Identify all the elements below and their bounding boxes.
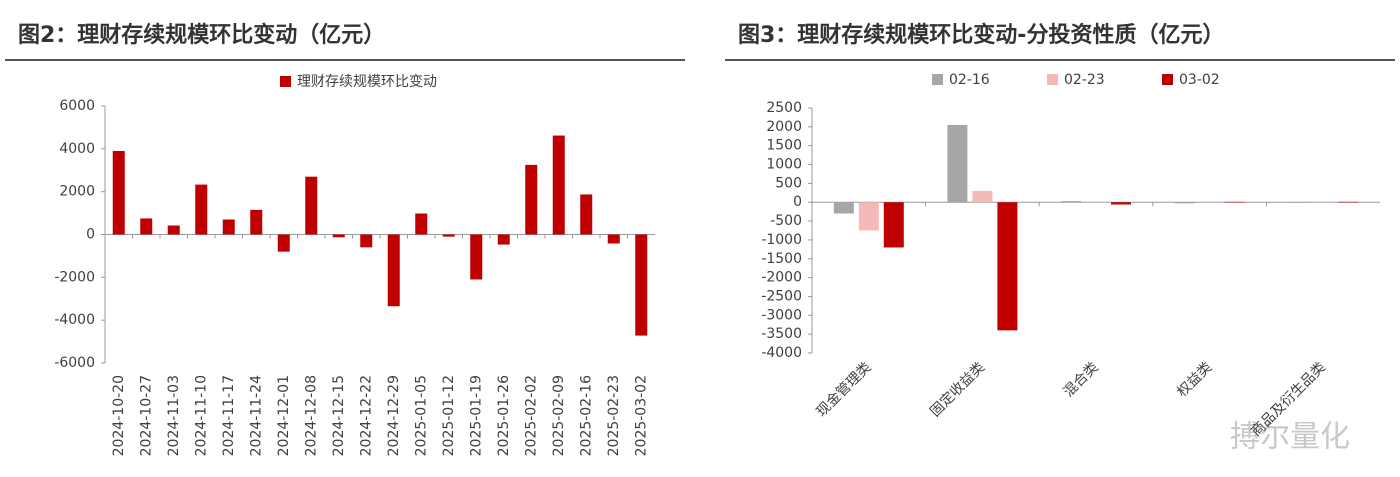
x-tick-label: 2024-10-20 (111, 375, 127, 456)
y-tick-label: -1000 (761, 232, 802, 248)
legend-swatch (932, 74, 943, 85)
y-tick-label: -3500 (761, 326, 802, 342)
x-tick-label: 权益类 (1174, 359, 1215, 400)
bar (387, 234, 400, 307)
legend-swatch (280, 76, 291, 87)
bar (635, 234, 648, 336)
x-tick-label: 2024-11-03 (166, 375, 182, 456)
x-tick-label: 现金管理类 (814, 359, 875, 420)
bar (858, 202, 879, 231)
bar (972, 190, 993, 203)
y-tick-label: -4000 (761, 345, 802, 361)
bar (1086, 201, 1106, 203)
y-tick-label: 1000 (766, 157, 802, 173)
bar (1224, 201, 1245, 203)
bar (222, 219, 235, 235)
bar (1111, 202, 1131, 205)
bar (167, 225, 180, 235)
x-tick-label: 2024-12-08 (303, 375, 319, 456)
y-tick-label: -2000 (761, 270, 802, 286)
y-tick-label: 2500 (766, 100, 802, 116)
x-tick-label: 2024-11-17 (221, 375, 237, 456)
bar (277, 234, 290, 252)
bar (552, 135, 565, 235)
y-tick-label: -4000 (54, 312, 95, 328)
bar (1174, 202, 1195, 204)
bar (1313, 201, 1334, 203)
x-tick-label: 2025-01-05 (413, 375, 429, 456)
chart-title: 图2：理财存续规模环比变动（亿元） (18, 22, 385, 48)
legend-swatch (1162, 74, 1173, 85)
x-tick-label: 固定收益类 (927, 359, 988, 420)
y-tick-label: -2000 (54, 269, 95, 285)
bar (470, 234, 483, 280)
y-tick-label: 6000 (59, 98, 95, 114)
bar (195, 184, 208, 235)
x-tick-label: 2024-12-01 (276, 375, 292, 456)
x-tick-label: 2025-01-19 (468, 375, 484, 456)
chart-title: 图3：理财存续规模环比变动-分投资性质（亿元） (738, 22, 1224, 48)
legend-label: 02-16 (949, 72, 990, 88)
y-tick-label: 500 (775, 175, 802, 191)
bar (947, 124, 968, 203)
x-tick-label: 2024-11-24 (248, 375, 264, 456)
x-tick-label: 混合类 (1061, 359, 1102, 400)
y-tick-label: -500 (770, 213, 802, 229)
legend-label: 理财存续规模环比变动 (297, 73, 437, 90)
y-tick-label: 0 (86, 227, 95, 243)
x-tick-label: 2025-02-16 (578, 375, 594, 456)
bar (442, 234, 455, 237)
bar (250, 209, 263, 235)
bar (525, 164, 538, 235)
bar (1288, 202, 1309, 203)
x-tick-label: 2024-12-15 (331, 375, 347, 456)
bar (415, 213, 428, 235)
x-tick-label: 2025-02-23 (606, 375, 622, 456)
bar (1061, 201, 1081, 203)
x-tick-label: 2024-12-22 (358, 375, 374, 456)
bar (360, 234, 373, 248)
bar (332, 234, 345, 238)
bar (112, 150, 125, 235)
x-tick-label: 2025-03-02 (633, 375, 649, 456)
bar (580, 194, 593, 235)
y-tick-label: 2000 (766, 119, 802, 135)
y-tick-label: -2500 (761, 288, 802, 304)
bar (497, 234, 510, 245)
y-tick-label: 1500 (766, 138, 802, 154)
x-tick-label: 2025-02-09 (551, 375, 567, 456)
x-tick-label: 2024-10-27 (138, 375, 154, 456)
legend-label: 02-23 (1064, 72, 1105, 88)
x-tick-label: 2024-12-29 (386, 375, 402, 456)
bar (883, 202, 904, 248)
x-tick-label: 2025-02-02 (523, 375, 539, 456)
legend-label: 03-02 (1179, 72, 1220, 88)
bar (1199, 201, 1220, 203)
bar (305, 176, 318, 235)
y-tick-label: -1500 (761, 251, 802, 267)
x-tick-label: 2025-01-26 (496, 375, 512, 456)
y-tick-label: -6000 (54, 355, 95, 371)
x-tick-label: 2024-11-10 (193, 375, 209, 456)
legend-swatch (1047, 74, 1058, 85)
y-tick-label: 2000 (59, 184, 95, 200)
x-tick-label: 2025-01-12 (441, 375, 457, 456)
y-tick-label: -3000 (761, 307, 802, 323)
bar (833, 202, 854, 214)
bar (997, 202, 1018, 331)
watermark: 搏尔量化 (1230, 420, 1350, 455)
y-tick-label: 0 (793, 194, 802, 210)
bar (1338, 201, 1359, 203)
bar (140, 218, 153, 235)
y-tick-label: 4000 (59, 141, 95, 157)
bar (607, 234, 620, 244)
